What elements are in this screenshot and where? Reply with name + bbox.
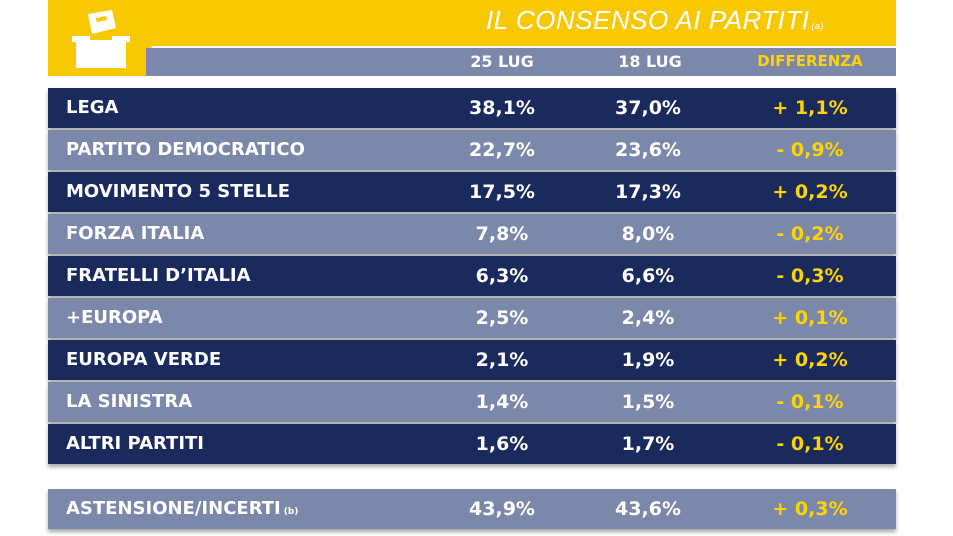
- party-name: LA SINISTRA: [66, 391, 193, 412]
- value-18-lug: 2,4%: [621, 307, 675, 329]
- value-differenza: - 0,2%: [776, 223, 844, 245]
- column-header-band: [146, 48, 896, 76]
- column-header-18-lug: 18 LUG: [618, 52, 682, 71]
- value-differenza: + 0,2%: [772, 181, 848, 203]
- party-name: FORZA ITALIA: [66, 223, 205, 244]
- value-differenza: - 0,1%: [776, 391, 844, 413]
- value-18-lug: 8,0%: [621, 223, 675, 245]
- party-name: LEGA: [66, 97, 119, 118]
- value-25-lug: 22,7%: [469, 139, 535, 161]
- value-25-lug: 17,5%: [469, 181, 535, 203]
- value-18-lug: 37,0%: [615, 97, 681, 119]
- party-name: EUROPA VERDE: [66, 349, 222, 370]
- value-differenza: + 0,3%: [772, 498, 848, 520]
- ballot-box-logo: [48, 0, 160, 76]
- value-18-lug: 17,3%: [615, 181, 681, 203]
- value-differenza: + 1,1%: [772, 97, 848, 119]
- chart-title-text: IL CONSENSO AI PARTITI: [485, 5, 810, 35]
- table-row: ALTRI PARTITI 1,6% 1,7% - 0,1%: [48, 424, 896, 464]
- chart-title: IL CONSENSO AI PARTITI (a): [486, 5, 824, 36]
- value-25-lug: 6,3%: [475, 265, 529, 287]
- value-25-lug: 2,5%: [475, 307, 529, 329]
- value-25-lug: 1,4%: [475, 391, 529, 413]
- table-row: MOVIMENTO 5 STELLE 17,5% 17,3% + 0,2%: [48, 172, 896, 212]
- column-header-25-lug: 25 LUG: [470, 52, 534, 71]
- footer-row: ASTENSIONE/INCERTI (b) 43,9% 43,6% + 0,3%: [48, 489, 896, 529]
- value-18-lug: 43,6%: [615, 498, 681, 520]
- party-name: +EUROPA: [66, 307, 163, 328]
- header-band: IL CONSENSO AI PARTITI (a): [150, 0, 896, 46]
- party-name: FRATELLI D’ITALIA: [66, 265, 251, 286]
- ballot-box-icon: [72, 10, 130, 68]
- party-name: ALTRI PARTITI: [66, 433, 204, 454]
- table-row: LEGA 38,1% 37,0% + 1,1%: [48, 88, 896, 128]
- table-row: +EUROPA 2,5% 2,4% + 0,1%: [48, 298, 896, 338]
- value-18-lug: 1,5%: [621, 391, 675, 413]
- party-name: PARTITO DEMOCRATICO: [66, 139, 305, 160]
- value-25-lug: 38,1%: [469, 97, 535, 119]
- value-differenza: - 0,1%: [776, 433, 844, 455]
- value-18-lug: 6,6%: [621, 265, 675, 287]
- value-25-lug: 43,9%: [469, 498, 535, 520]
- table-row: FRATELLI D’ITALIA 6,3% 6,6% - 0,3%: [48, 256, 896, 296]
- value-differenza: - 0,9%: [776, 139, 844, 161]
- value-18-lug: 1,9%: [621, 349, 675, 371]
- table-row: EUROPA VERDE 2,1% 1,9% + 0,2%: [48, 340, 896, 380]
- value-25-lug: 2,1%: [475, 349, 529, 371]
- value-25-lug: 7,8%: [475, 223, 529, 245]
- footer-party-label: ASTENSIONE/INCERTI: [66, 498, 281, 519]
- table-row: PARTITO DEMOCRATICO 22,7% 23,6% - 0,9%: [48, 130, 896, 170]
- party-name: ASTENSIONE/INCERTI (b): [66, 489, 298, 529]
- party-name: MOVIMENTO 5 STELLE: [66, 181, 291, 202]
- table-row: LA SINISTRA 1,4% 1,5% - 0,1%: [48, 382, 896, 422]
- value-differenza: - 0,3%: [776, 265, 844, 287]
- chart-title-note: (a): [811, 21, 824, 31]
- table-row: FORZA ITALIA 7,8% 8,0% - 0,2%: [48, 214, 896, 254]
- value-differenza: + 0,1%: [772, 307, 848, 329]
- value-25-lug: 1,6%: [475, 433, 529, 455]
- value-18-lug: 23,6%: [615, 139, 681, 161]
- footer-party-note: (b): [283, 507, 299, 517]
- value-18-lug: 1,7%: [621, 433, 675, 455]
- column-header-differenza: DIFFERENZA: [757, 52, 863, 70]
- value-differenza: + 0,2%: [772, 349, 848, 371]
